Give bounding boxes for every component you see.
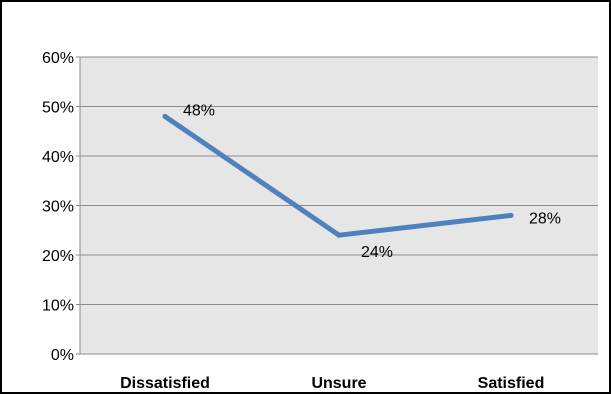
y-tick-label: 20%	[42, 248, 74, 265]
y-tick-label: 50%	[42, 100, 74, 117]
x-axis-category-labels: Dissatisfied Unsure Satisfied	[120, 375, 544, 392]
data-point	[162, 113, 168, 119]
y-axis-tick-labels: 0% 10% 20% 30% 40% 50% 60%	[42, 50, 74, 364]
y-tick-label: 60%	[42, 50, 74, 67]
y-tick-label: 40%	[42, 149, 74, 166]
x-category-label: Unsure	[311, 375, 366, 392]
gridlines	[80, 56, 598, 305]
series-layer	[162, 113, 514, 238]
y-tick-label: 10%	[42, 298, 74, 315]
data-label: 24%	[361, 244, 393, 261]
data-point	[508, 212, 514, 218]
axes	[76, 56, 598, 355]
data-label: 28%	[529, 210, 561, 227]
y-tick-label: 0%	[51, 347, 74, 364]
y-tick-label: 30%	[42, 199, 74, 216]
x-category-label: Satisfied	[478, 375, 545, 392]
data-labels: 48% 24% 28%	[183, 102, 561, 261]
data-label: 48%	[183, 102, 215, 119]
x-category-label: Dissatisfied	[120, 375, 210, 392]
data-point	[336, 232, 342, 238]
